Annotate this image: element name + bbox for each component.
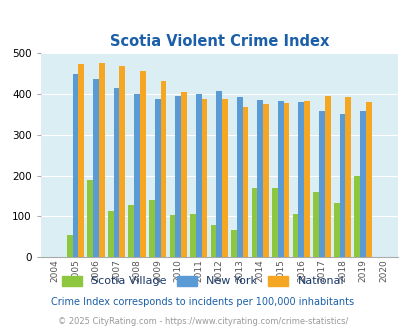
Bar (119, 66, 125, 257)
Bar (324, 96, 330, 257)
Bar (216, 91, 222, 257)
Bar (140, 71, 145, 257)
Bar (283, 103, 289, 257)
Bar (257, 100, 262, 257)
Bar (195, 94, 201, 257)
Text: © 2025 CityRating.com - https://www.cityrating.com/crime-statistics/: © 2025 CityRating.com - https://www.city… (58, 317, 347, 326)
Bar (333, 203, 339, 257)
Bar (318, 111, 324, 257)
Bar (339, 114, 345, 257)
Title: Scotia Violent Crime Index: Scotia Violent Crime Index (109, 34, 328, 49)
Bar (149, 200, 154, 257)
Bar (87, 180, 93, 257)
Bar (210, 225, 216, 257)
Bar (365, 102, 371, 257)
Bar (277, 101, 283, 257)
Bar (108, 211, 113, 257)
Bar (175, 96, 181, 257)
Bar (354, 176, 359, 257)
Bar (154, 99, 160, 257)
Bar (345, 97, 350, 257)
Bar (72, 75, 78, 257)
Bar (262, 104, 268, 257)
Bar (251, 188, 257, 257)
Text: Crime Index corresponds to incidents per 100,000 inhabitants: Crime Index corresponds to incidents per… (51, 297, 354, 307)
Bar (181, 92, 186, 257)
Bar (67, 235, 72, 257)
Bar (292, 214, 298, 257)
Bar (298, 102, 303, 257)
Bar (313, 192, 318, 257)
Bar (160, 81, 166, 257)
Bar (201, 99, 207, 257)
Bar (78, 64, 84, 257)
Bar (113, 87, 119, 257)
Bar (236, 97, 242, 257)
Bar (134, 94, 140, 257)
Bar (169, 215, 175, 257)
Bar (222, 99, 227, 257)
Bar (230, 230, 236, 257)
Bar (190, 214, 195, 257)
Bar (128, 206, 134, 257)
Bar (359, 111, 365, 257)
Bar (303, 101, 309, 257)
Bar (99, 63, 104, 257)
Bar (93, 80, 99, 257)
Bar (271, 188, 277, 257)
Legend: Scotia Village, New York, National: Scotia Village, New York, National (58, 271, 347, 291)
Bar (242, 107, 248, 257)
